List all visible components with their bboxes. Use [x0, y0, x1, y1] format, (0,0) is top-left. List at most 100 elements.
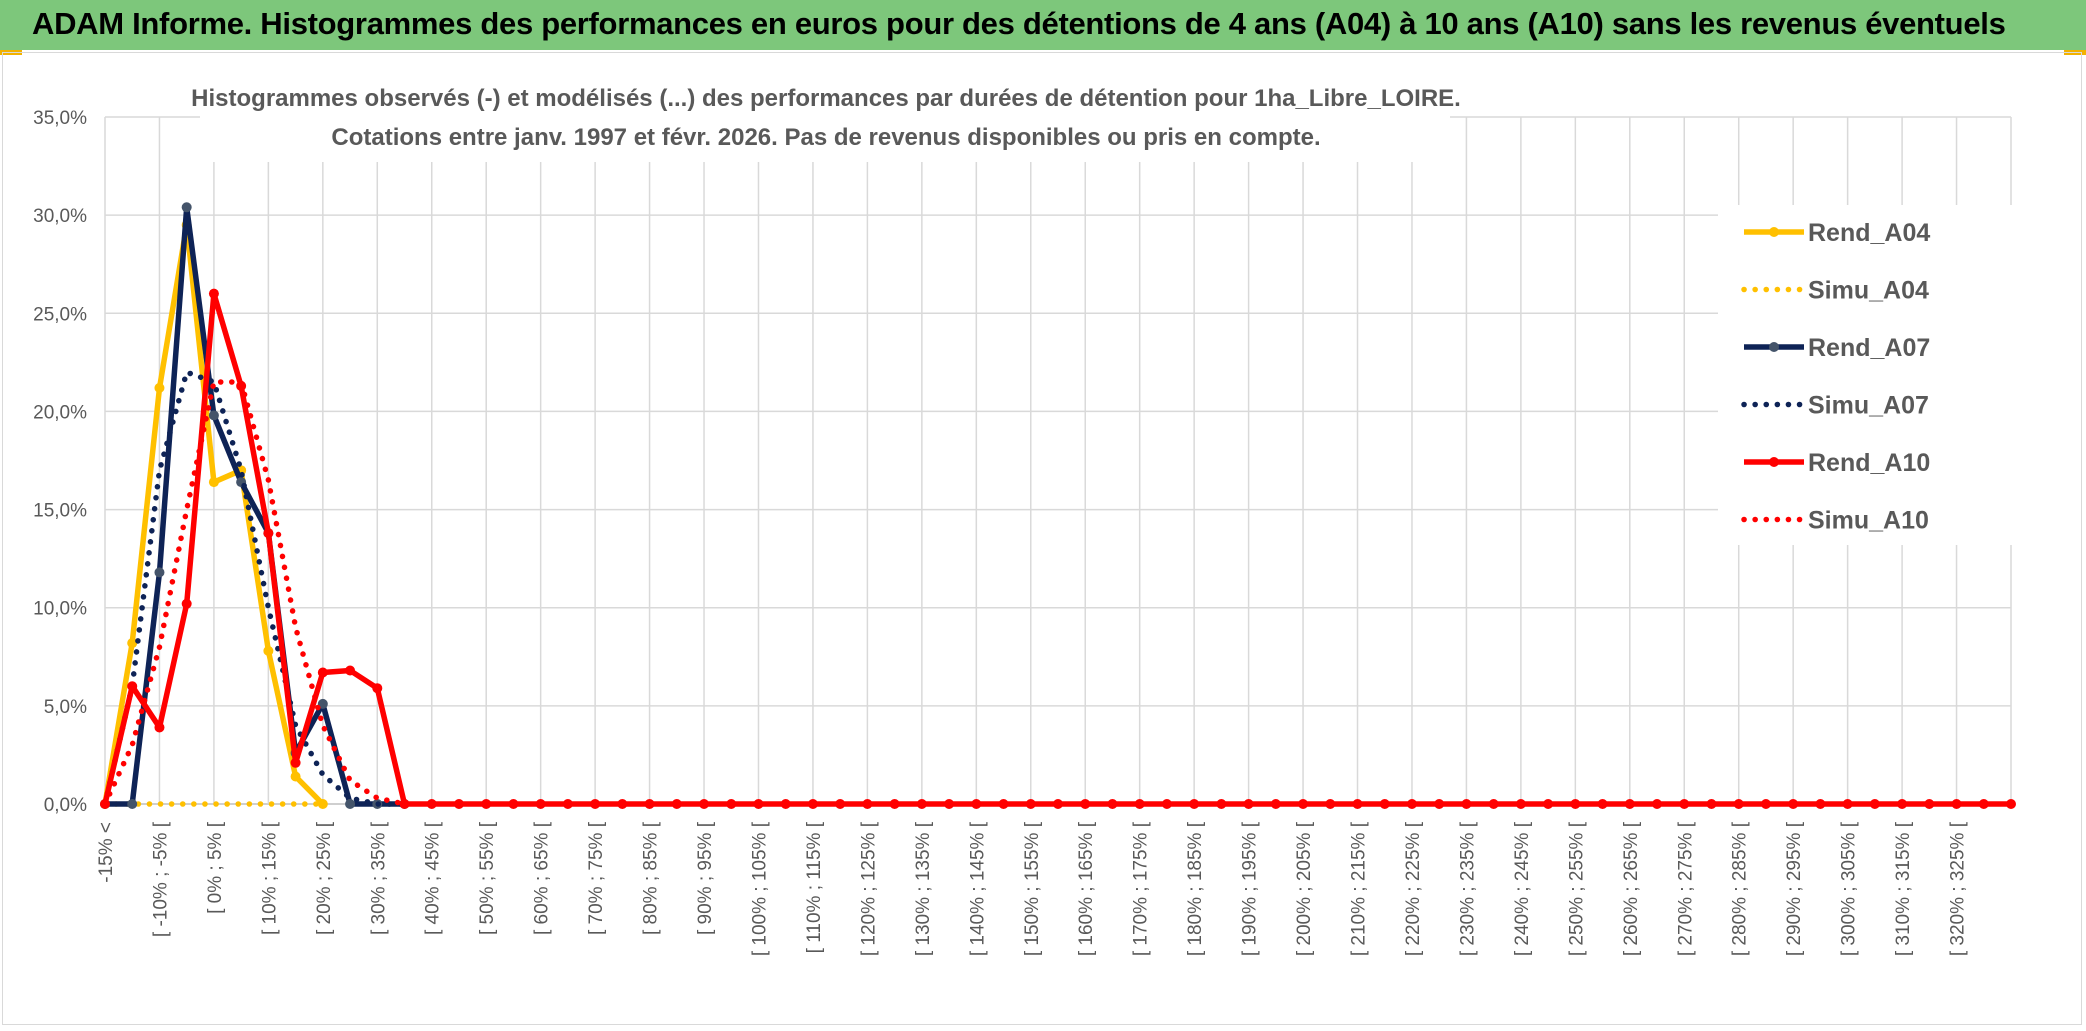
point-Rend_A07: [154, 567, 165, 578]
legend-label: Rend_A10: [1808, 449, 1930, 477]
y-tick-label: 15,0%: [33, 501, 87, 522]
point-Rend_A04: [208, 477, 219, 488]
series-line-Simu_A07: [102, 369, 408, 807]
point-Rend_A04: [154, 382, 165, 393]
x-tick-label: [ -10% ; -5% [: [150, 821, 171, 937]
title-background: [200, 78, 1450, 162]
point-Rend_A10: [535, 799, 546, 809]
x-tick-label: [ 280% ; 285% [: [1730, 821, 1751, 956]
x-tick-label: [ 150% ; 155% [: [1022, 821, 1043, 956]
point-Rend_A10: [1543, 799, 1554, 809]
x-tick-label: [ 300% ; 305% [: [1839, 821, 1860, 956]
point-Rend_A10: [807, 799, 818, 809]
legend-box: [1718, 205, 2018, 545]
point-Rend_A10: [1679, 799, 1690, 809]
point-Rend_A04: [127, 638, 138, 649]
point-Rend_A10: [1298, 799, 1309, 809]
point-Rend_A10: [1897, 799, 1908, 809]
point-Rend_A10: [1515, 799, 1526, 809]
legend: Rend_A04 Simu_A04 Rend_A07 Simu_A07 Rend_A10…: [1718, 205, 2018, 545]
point-Rend_A10: [208, 288, 219, 299]
legend-label: Rend_A07: [1808, 334, 1930, 362]
point-Rend_A04: [290, 771, 301, 782]
x-tick-label: -15% <: [96, 822, 117, 883]
x-tick-label: [ 250% ; 255% [: [1566, 821, 1587, 956]
x-tick-label: [ 190% ; 195% [: [1240, 821, 1261, 956]
point-Rend_A10: [1434, 799, 1445, 809]
point-Rend_A07: [127, 799, 138, 809]
point-Rend_A10: [1924, 799, 1935, 809]
point-Rend_A10: [1978, 799, 1989, 809]
point-Rend_A10: [1053, 799, 1063, 809]
point-Rend_A10: [508, 799, 519, 809]
x-axis-ticks: -15% < [ -10% ; -5% [[ 0% ; 5% [[ 10% ; 1…: [96, 821, 1969, 956]
point-Rend_A10: [1733, 799, 1744, 809]
point-Rend_A10: [835, 799, 846, 809]
point-Rend_A10: [453, 799, 464, 809]
point-Rend_A10: [1760, 799, 1771, 809]
y-tick-label: 25,0%: [33, 304, 87, 325]
y-tick-label: 35,0%: [33, 108, 87, 129]
point-Rend_A10: [1869, 799, 1880, 809]
report-title: ADAM Informe. Histogrammes des performan…: [32, 6, 2006, 41]
point-Rend_A04: [317, 799, 328, 809]
x-tick-label: [ 310% ; 315% [: [1893, 821, 1914, 956]
grid-lines: [104, 116, 2012, 805]
point-Rend_A10: [1597, 799, 1608, 809]
point-Rend_A10: [590, 799, 601, 809]
point-Rend_A10: [154, 722, 165, 733]
x-tick-label: [ 0% ; 5% [: [205, 821, 226, 914]
point-Rend_A10: [1080, 799, 1091, 809]
point-Rend_A10: [1161, 799, 1172, 809]
point-Rend_A10: [263, 528, 274, 539]
point-Rend_A10: [1352, 799, 1363, 809]
x-tick-label: [ 170% ; 175% [: [1131, 821, 1152, 956]
x-tick-label: [ 220% ; 225% [: [1403, 821, 1424, 956]
point-Rend_A07: [208, 410, 219, 421]
x-tick-label: [ 270% ; 275% [: [1675, 821, 1696, 956]
x-tick-label: [ 100% ; 105% [: [749, 821, 770, 956]
point-Rend_A10: [1025, 799, 1036, 809]
point-Rend_A04: [263, 645, 274, 656]
point-Rend_A10: [399, 799, 410, 809]
point-Rend_A07: [345, 799, 356, 809]
point-Rend_A10: [1488, 799, 1499, 809]
point-Rend_A10: [1842, 799, 1853, 809]
x-tick-label: [ 290% ; 295% [: [1784, 821, 1805, 956]
point-Rend_A10: [1951, 799, 1962, 809]
point-Rend_A10: [426, 799, 437, 809]
point-Rend_A10: [1325, 799, 1336, 809]
point-Rend_A10: [944, 799, 955, 809]
point-Rend_A10: [481, 799, 492, 809]
point-Rend_A10: [562, 799, 573, 809]
point-Rend_A10: [1461, 799, 1472, 809]
point-Rend_A10: [726, 799, 737, 809]
x-tick-label: [ 320% ; 325% [: [1948, 821, 1969, 956]
legend-label: Simu_A04: [1808, 277, 1929, 305]
point-Rend_A10: [1815, 799, 1826, 809]
point-Rend_A10: [1270, 799, 1281, 809]
point-Rend_A10: [699, 799, 710, 809]
y-tick-label: 10,0%: [33, 599, 87, 620]
x-tick-label: [ 230% ; 235% [: [1457, 821, 1478, 956]
point-Rend_A10: [916, 799, 927, 809]
x-tick-label: [ 180% ; 185% [: [1185, 821, 1206, 956]
legend-label: Simu_A07: [1808, 392, 1929, 420]
report-banner: ADAM Informe. Histogrammes des performan…: [0, 0, 2086, 50]
x-tick-label: [ 130% ; 135% [: [913, 821, 934, 956]
point-Rend_A10: [671, 799, 682, 809]
y-tick-label: 20,0%: [33, 402, 87, 423]
point-Rend_A10: [1788, 799, 1799, 809]
point-Rend_A10: [127, 681, 138, 692]
point-Rend_A10: [644, 799, 655, 809]
point-Rend_A10: [290, 757, 301, 768]
x-tick-label: [ 80% ; 85% [: [641, 821, 662, 935]
x-tick-label: [ 60% ; 65% [: [532, 821, 553, 935]
point-Rend_A10: [780, 799, 791, 809]
point-Rend_A10: [1570, 799, 1581, 809]
x-tick-label: [ 240% ; 245% [: [1512, 821, 1533, 956]
point-Rend_A10: [1107, 799, 1118, 809]
point-Rend_A10: [1624, 799, 1635, 809]
x-tick-label: [ 140% ; 145% [: [967, 821, 988, 956]
